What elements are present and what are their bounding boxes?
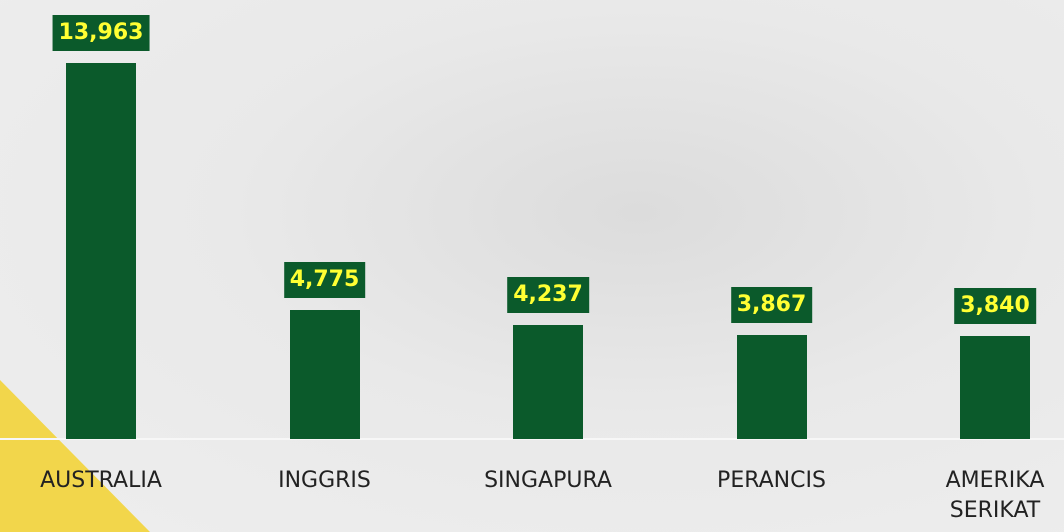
yellow-triangle [0,380,150,532]
category-label: AUSTRALIA [40,468,162,493]
bar [66,63,136,439]
bar [960,335,1030,439]
value-label: 13,963 [52,15,150,51]
category-label: INGGRIS [278,468,371,493]
bar [289,310,360,439]
bar [736,334,807,439]
category-label: AMERIKA SERIKAT [945,468,1045,523]
category-label: SINGAPURA [484,468,612,493]
category-label: PERANCIS [717,468,826,493]
value-label: 3,840 [954,287,1036,324]
value-label: 4,775 [283,262,366,299]
bar [513,324,583,439]
value-label: 3,867 [730,286,813,323]
value-label: 4,237 [507,276,589,313]
